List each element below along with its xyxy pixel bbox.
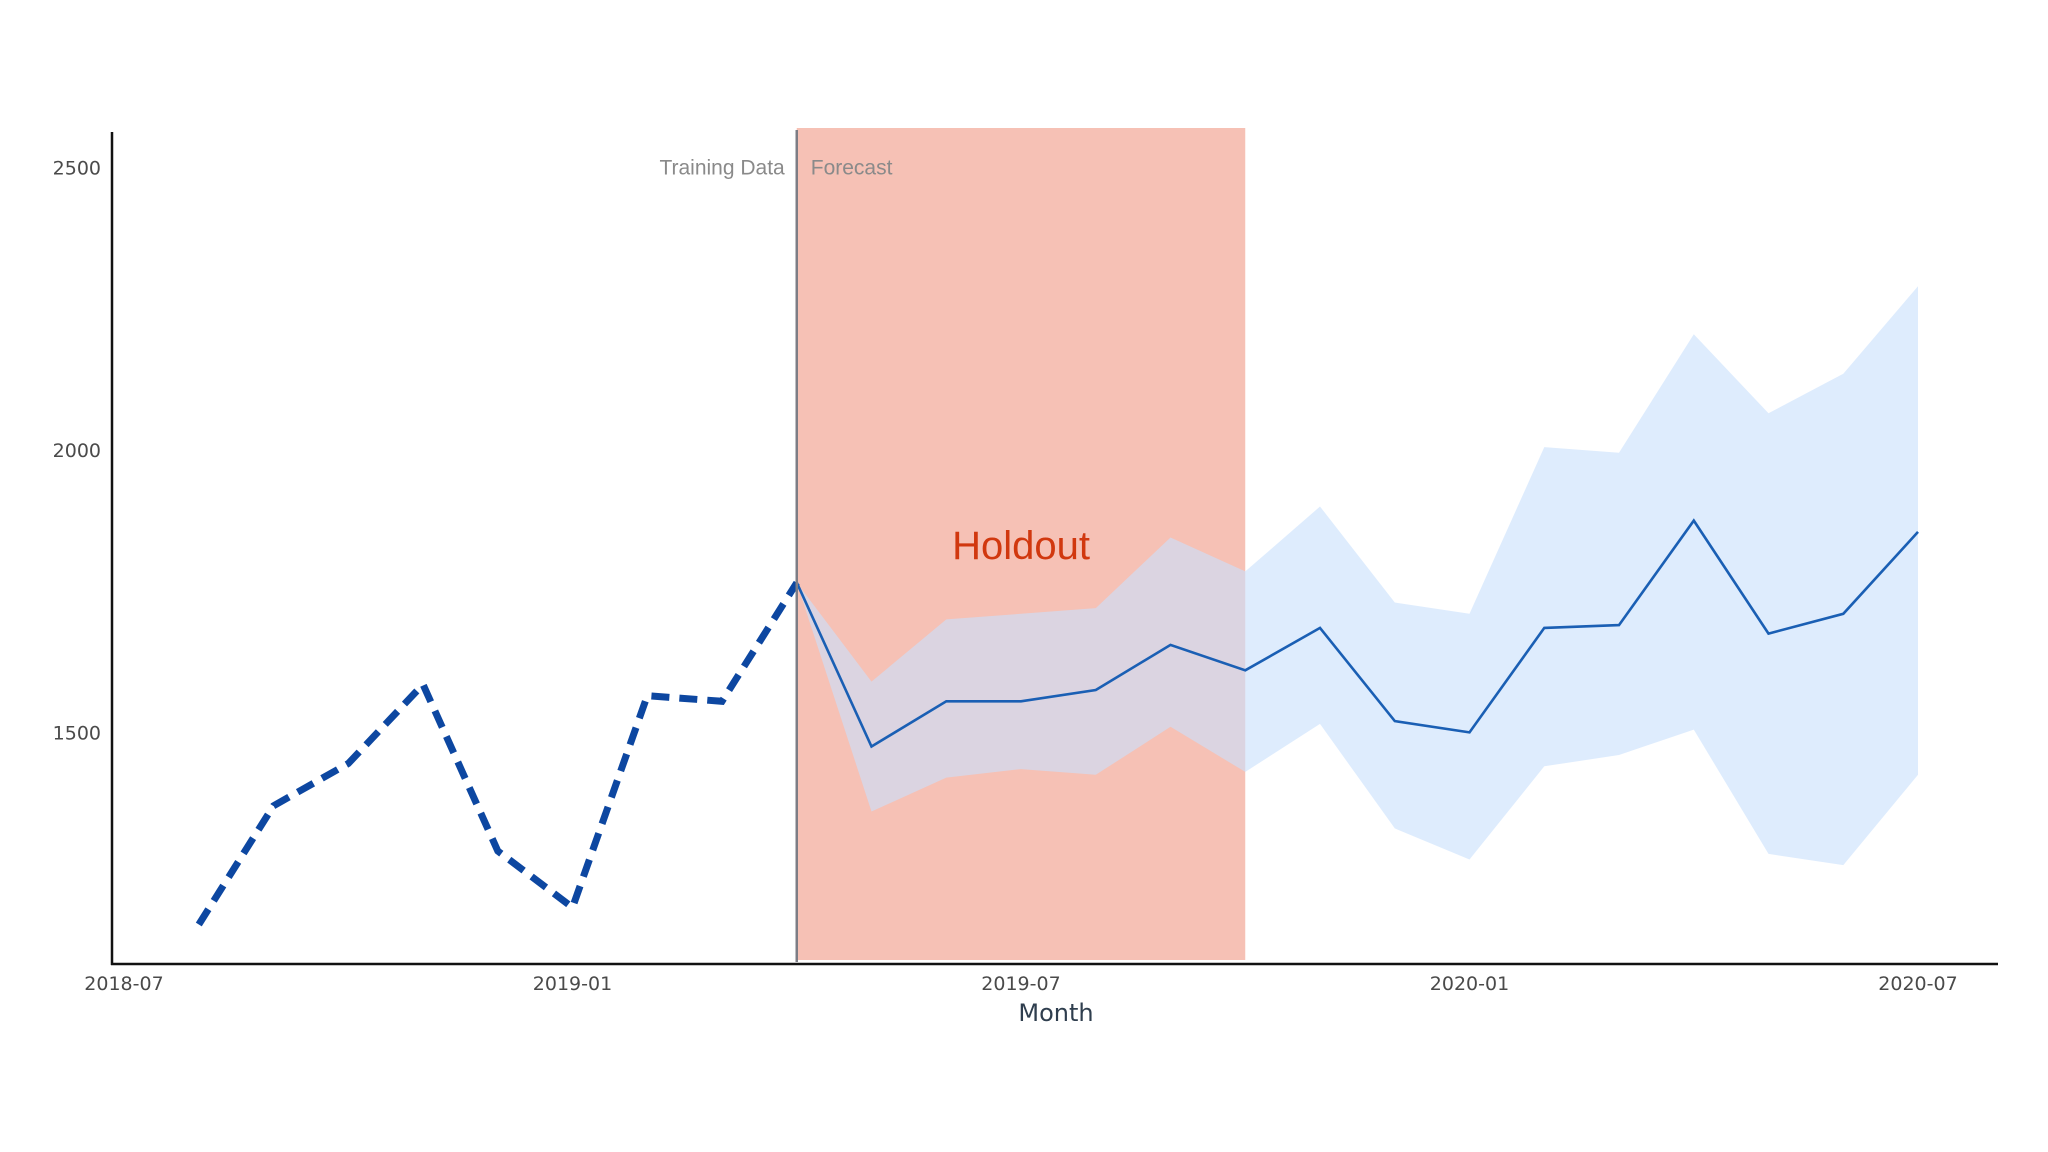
training-data-label: Training Data	[659, 157, 785, 180]
forecast-label: Forecast	[811, 157, 893, 180]
x-tick-label: 2019-07	[981, 973, 1060, 995]
forecast-series-line	[795, 518, 1919, 749]
forecast-interval-band	[796, 286, 1918, 866]
x-axis-title: Month	[1018, 999, 1093, 1027]
y-tick-label: 1500	[53, 722, 101, 744]
holdout-label: Holdout	[952, 524, 1090, 568]
y-tick-label: 2000	[53, 440, 101, 462]
x-tick-label: 2020-07	[1878, 973, 1957, 995]
x-tick-label: 2018-07	[84, 973, 163, 995]
training-series-line	[195, 580, 800, 927]
x-tick-label: 2020-01	[1430, 973, 1509, 995]
x-tick-label: 2019-01	[533, 973, 612, 995]
y-tick-label: 2500	[53, 158, 101, 180]
